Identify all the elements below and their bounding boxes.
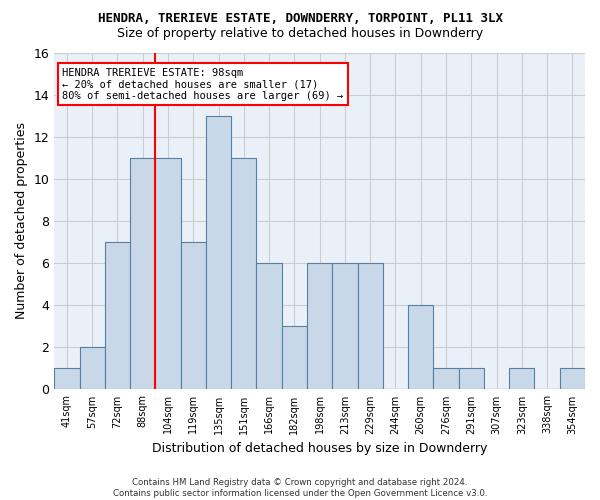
Text: Contains HM Land Registry data © Crown copyright and database right 2024.
Contai: Contains HM Land Registry data © Crown c… [113,478,487,498]
Bar [282,326,307,390]
Bar [155,158,181,390]
Bar [332,263,358,390]
Bar [231,158,256,390]
Bar [358,263,383,390]
Bar [80,348,105,390]
Bar [433,368,458,390]
Bar [458,368,484,390]
Bar [181,242,206,390]
Bar [560,368,585,390]
Text: Size of property relative to detached houses in Downderry: Size of property relative to detached ho… [117,28,483,40]
Bar [206,116,231,390]
Bar [105,242,130,390]
Bar [509,368,535,390]
Text: HENDRA, TRERIEVE ESTATE, DOWNDERRY, TORPOINT, PL11 3LX: HENDRA, TRERIEVE ESTATE, DOWNDERRY, TORP… [97,12,503,26]
Text: HENDRA TRERIEVE ESTATE: 98sqm
← 20% of detached houses are smaller (17)
80% of s: HENDRA TRERIEVE ESTATE: 98sqm ← 20% of d… [62,68,344,101]
X-axis label: Distribution of detached houses by size in Downderry: Distribution of detached houses by size … [152,442,487,455]
Bar [307,263,332,390]
Bar [256,263,282,390]
Bar [130,158,155,390]
Bar [54,368,80,390]
Y-axis label: Number of detached properties: Number of detached properties [15,122,28,320]
Bar [408,305,433,390]
